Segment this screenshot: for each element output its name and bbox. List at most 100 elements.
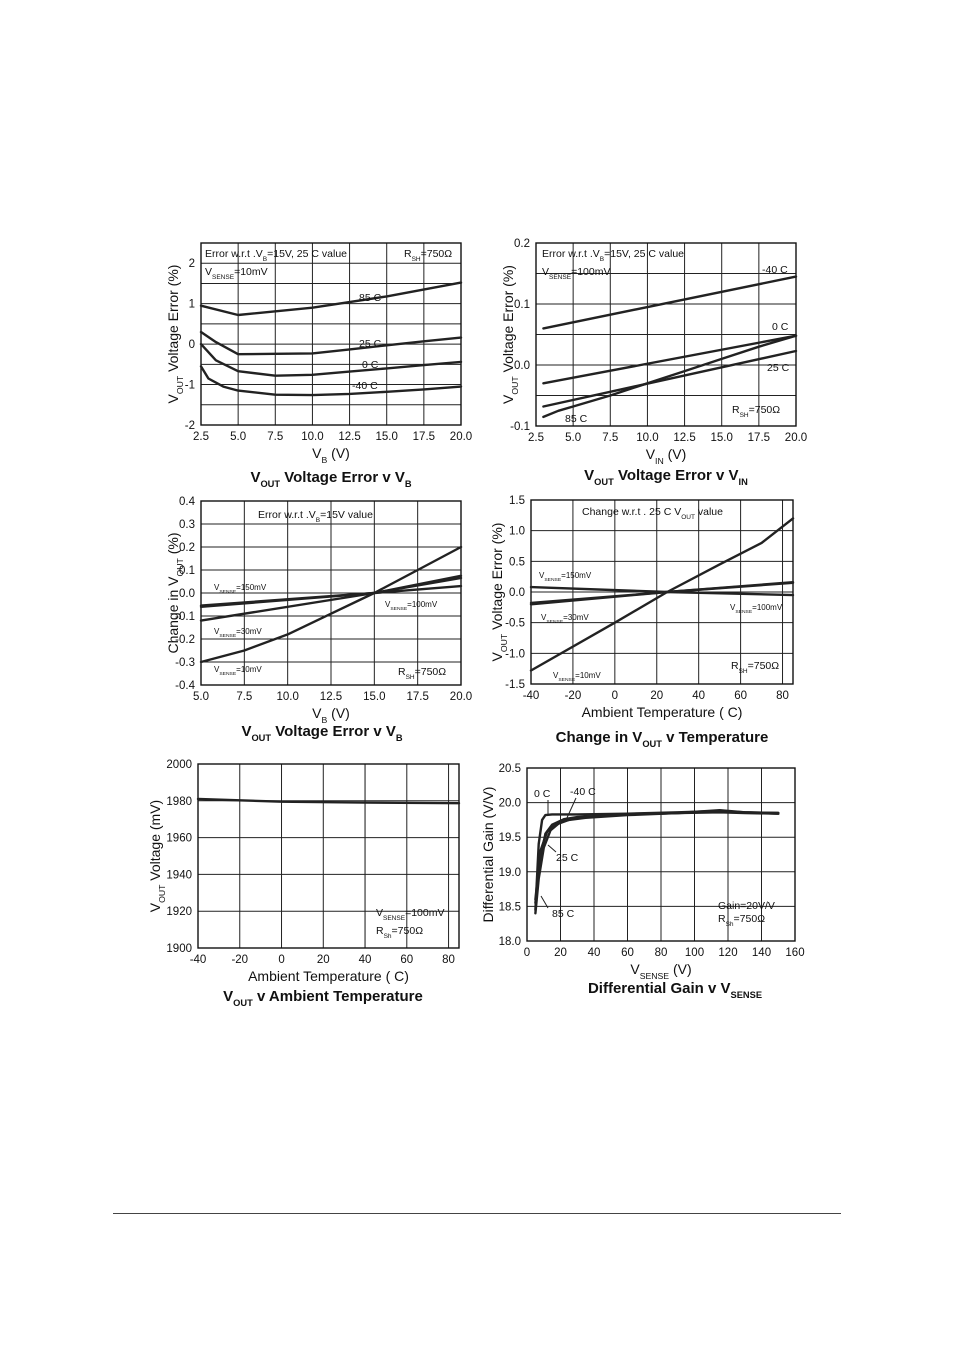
y-tick-label: 19.0 [499,867,521,879]
x-tick-label: 15.0 [376,431,398,443]
series-label: 85 C [565,413,588,425]
x-tick-label: 20.0 [785,432,807,444]
y-tick-label: -0.1 [510,421,530,433]
plot-frame [197,763,460,949]
series-line-3 [542,349,798,408]
y-tick-label: 18.0 [499,936,521,948]
x-axis-label: VIN (V) [646,446,687,466]
x-tick-label: 80 [442,954,455,966]
y-tick-label: 0.0 [514,360,530,372]
y-tick-label: 1.5 [509,495,525,507]
x-tick-label: -20 [565,690,582,702]
x-tick-label: 40 [359,954,372,966]
series-label: 85 C [359,292,382,304]
chart-annotation: RSH=750Ω [398,666,446,681]
series-label: VSENSE=10mV [214,665,262,677]
series-line-1 [196,797,461,805]
y-tick-label: 0.3 [179,519,195,531]
x-tick-label: 2.5 [528,432,544,444]
series-line-3 [199,342,463,377]
x-tick-label: 12.5 [338,431,360,443]
chart-annotation: Error w.r.t .VB=15V, 25 C value [205,248,347,263]
c1-chart: 2.5 5.0 7.5 10.0 12.5 15.0 17.5 20.0 -2 -1 0 1 2 VB (… [165,242,472,489]
series-label: 85 C [552,908,575,920]
x-tick-label: 5.0 [565,432,581,444]
c6-chart: 0 20 40 60 80 100 120 140 160 18.0 18.5 19.0 19.5 20.… [480,763,805,1000]
c5-chart: -40 -20 0 20 40 60 80 1900 1920 1940 1960 1980 2000 A… [147,759,461,1008]
x-tick-label: 20 [650,690,663,702]
series-label: -40 C [762,264,788,276]
y-tick-label: 0.0 [509,587,525,599]
y-tick-label: 0.0 [179,588,195,600]
c4-chart: -40 -20 0 20 40 60 80 -1.5 -1.0 -0.5 0.0 0.5 1.0 1.5 A… [489,495,795,749]
y-tick-label: -0.5 [505,618,525,630]
y-tick-label: -0.3 [175,657,195,669]
x-tick-label: 40 [692,690,705,702]
series-label: VSENSE=100mV [385,600,438,612]
x-tick-label: 20.0 [450,431,472,443]
y-tick-label: 0.5 [509,556,525,568]
x-axis-label: VB (V) [312,705,350,725]
x-tick-label: 15.0 [363,691,385,703]
y-tick-label: 18.5 [499,901,521,913]
y-tick-label: 1 [189,299,195,311]
y-tick-label: 0.2 [514,238,530,250]
x-tick-label: 80 [655,947,668,959]
x-tick-label: 60 [734,690,747,702]
y-axis-label: Differential Gain (V/V) [480,787,496,923]
y-tick-label: 0 [189,339,195,351]
x-tick-label: 15.0 [711,432,733,444]
series-label: VSENSE=100mV [730,603,783,615]
plot-frame [200,500,462,686]
x-tick-label: 7.5 [602,432,618,444]
x-tick-label: 17.5 [413,431,435,443]
chart-annotation: Error w.r.t .VB=15V value [258,509,373,524]
label-leader [540,895,549,909]
x-tick-label: 100 [685,947,704,959]
x-tick-label: 140 [752,947,771,959]
series-label: -40 C [352,380,378,392]
series-label: 0 C [772,321,789,333]
chart-title: VOUT Voltage Error v VB [250,469,411,489]
x-tick-label: 120 [718,947,737,959]
plot-frame [526,767,796,942]
c2-chart: 2.5 5.0 7.5 10.0 12.5 15.0 17.5 20.0 -0.1 0.0 0.1 0… [500,238,807,487]
x-tick-label: 17.5 [406,691,428,703]
y-tick-label: 0.2 [179,542,195,554]
chart-annotation: RSh=750Ω [376,925,423,940]
series-label: -40 C [570,786,596,798]
y-tick-label: 20.0 [499,798,521,810]
chart-annotation: RSH=750Ω [731,660,779,675]
y-tick-label: -1 [185,380,195,392]
series-line-2 [542,334,798,385]
x-axis-label: VSENSE (V) [630,961,691,981]
y-axis-label: Change in VOUT (%) [165,532,185,653]
x-tick-label: 0 [278,954,284,966]
y-tick-label: 1.0 [509,526,525,538]
y-axis-label: VOUT Voltage (mV) [147,800,167,912]
chart-title: Differential Gain v VSENSE [588,980,762,1000]
x-axis-label: Ambient Temperature ( C) [582,704,743,720]
series-label: 25 C [359,338,382,350]
series-line-4 [199,545,463,664]
footer-rule [113,1213,841,1214]
y-tick-label: 0.1 [514,299,530,311]
x-tick-label: 40 [588,947,601,959]
y-tick-label: -2 [185,420,195,432]
series-label: VSENSE=10mV [553,671,601,683]
y-tick-label: 1980 [166,796,192,808]
x-tick-label: -20 [231,954,248,966]
x-tick-label: 5.0 [230,431,246,443]
c3-chart: 5.0 7.5 10.0 12.5 15.0 17.5 20.0 -0.4 -0.3 -0.2 -0… [165,496,472,743]
y-axis-label: VOUT Voltage Error (%) [489,523,509,662]
y-tick-label: -1.0 [505,648,525,660]
y-tick-label: -0.1 [175,611,195,623]
x-tick-label: 10.0 [301,431,323,443]
chart-annotation: VSENSE=10mV [205,266,268,281]
y-tick-label: 1940 [166,869,192,881]
series-line-4 [534,811,780,915]
y-tick-label: 0.1 [179,565,195,577]
x-tick-label: 20 [317,954,330,966]
x-tick-label: 7.5 [236,691,252,703]
